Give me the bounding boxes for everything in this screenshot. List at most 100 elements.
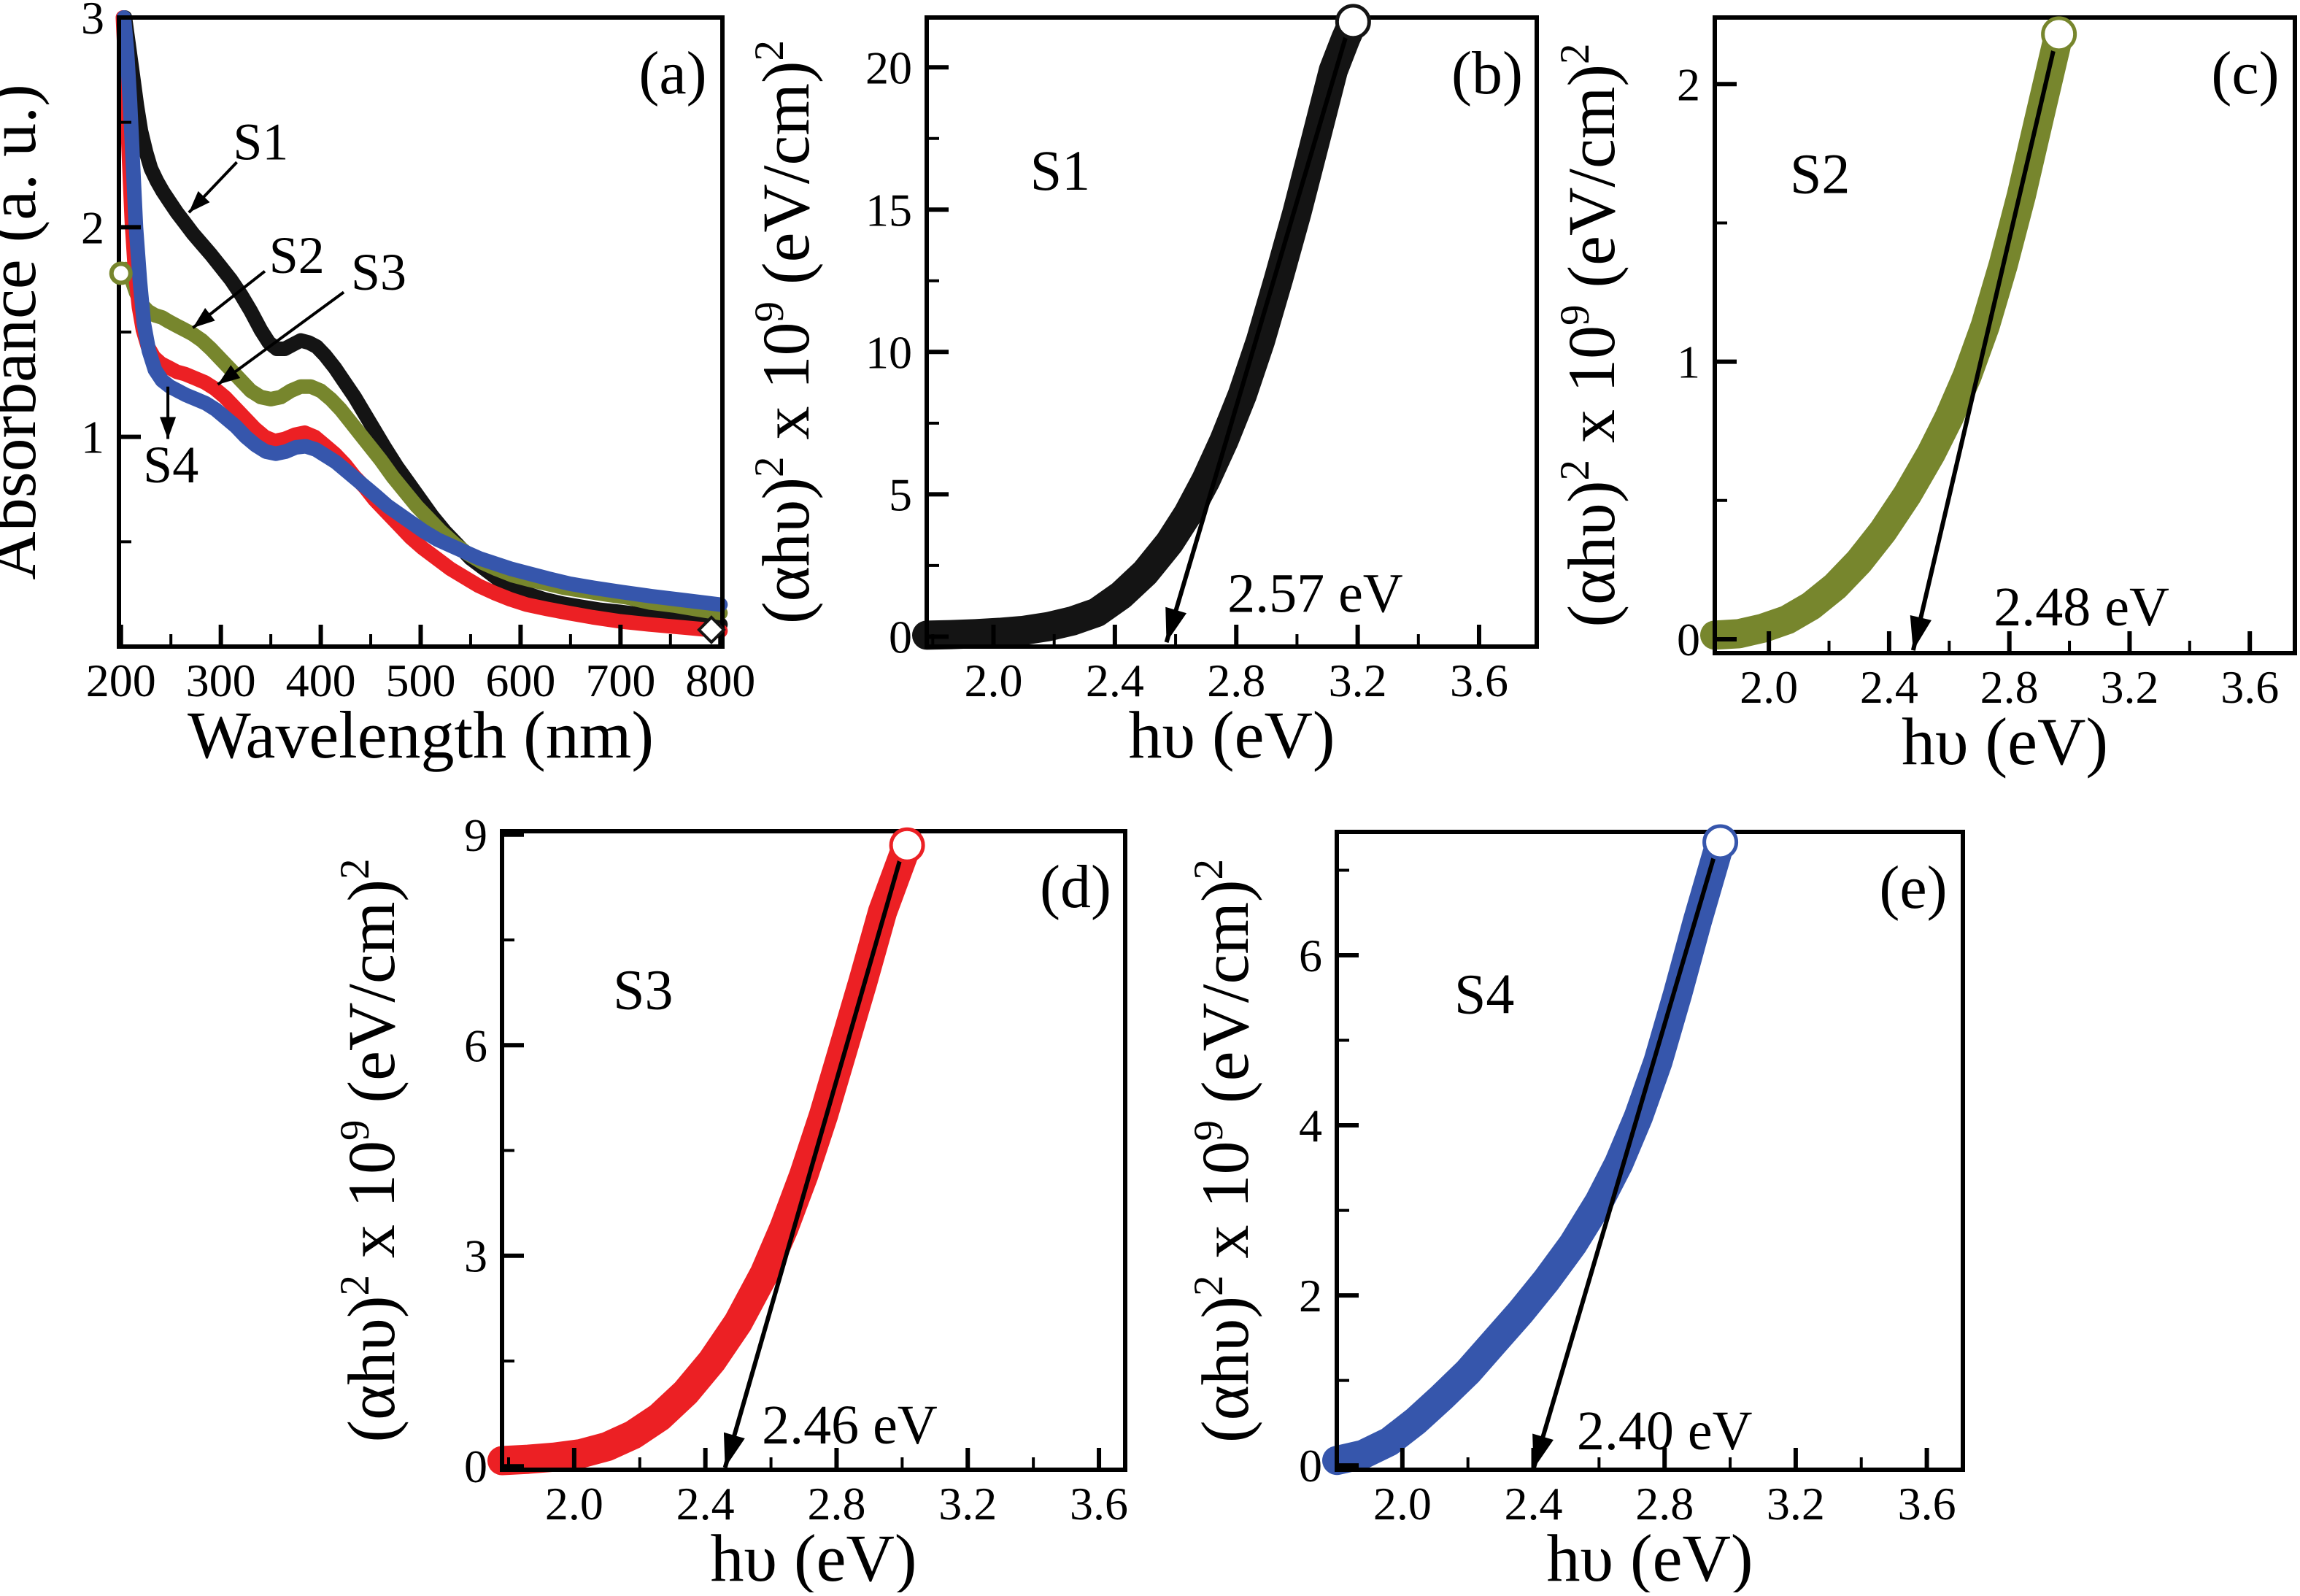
- tangent-line: [1910, 39, 2058, 651]
- y-tick-label: 0: [1677, 614, 1700, 666]
- series-S1-curve: [912, 7, 1368, 650]
- annotation-arrowhead: [217, 365, 241, 385]
- x-tick-label: 2.8: [807, 1478, 865, 1530]
- x-tick-label: 2.4: [1860, 661, 1918, 713]
- panel-c: 2.0 2.4 2.8 3.2 3.6 0 1 2 hυ (eV) (αhυ)2 x 109 (e…: [1552, 15, 2297, 779]
- x-tick-label: 2.0: [1373, 1478, 1432, 1530]
- y-tick-label: 1: [1677, 336, 1700, 388]
- bandgap-label: 2.57 eV: [1227, 563, 1403, 624]
- x-tick-label: 200: [86, 655, 156, 706]
- series-S4-end-marker: [1702, 824, 1739, 860]
- x-tick-label: 2.0: [545, 1478, 603, 1530]
- panel-letter: (b): [1451, 39, 1523, 107]
- series-S3-curve: [487, 830, 922, 1476]
- x-tick-label: 3.2: [1329, 655, 1387, 706]
- series-S1-curve: [117, 10, 728, 632]
- x-axis-title: hυ (eV): [710, 1521, 916, 1592]
- curve-annotation-S3: S3: [351, 243, 406, 301]
- tangent-arrowhead: [1165, 606, 1187, 643]
- bandgap-label: 2.46 eV: [762, 1395, 938, 1456]
- panel-d: 2.0 2.4 2.8 3.2 3.6 0 3 6 9 hυ (eV) (αhυ)2 x 109 (…: [332, 809, 1128, 1595]
- x-tick-label: 800: [685, 655, 755, 706]
- panel-a: 200 300 400 500 600 700 800 1 2 3 Wavelength (nm) A…: [0, 0, 755, 772]
- y-axis-title: Absorbance (a. u.): [0, 84, 50, 580]
- axis-frame: [1713, 15, 2297, 655]
- series-S2-marker: [109, 261, 133, 285]
- y-tick-label: 20: [865, 42, 912, 93]
- y-tick-label: 2: [1677, 58, 1700, 110]
- series-S3-marker: [697, 615, 726, 644]
- panel-letter: (a): [638, 39, 706, 107]
- axis-frame: [925, 15, 1539, 649]
- x-tick-label: 500: [386, 655, 456, 706]
- sample-label: S4: [1454, 963, 1514, 1026]
- x-tick-label: 2.8: [1980, 661, 2039, 713]
- x-axis-title: hυ (eV): [1546, 1521, 1753, 1592]
- y-tick-label: 0: [1299, 1440, 1322, 1492]
- x-tick-label: 3.2: [1767, 1478, 1825, 1530]
- y-tick-label: 3: [464, 1230, 487, 1282]
- y-tick-label: 5: [889, 469, 912, 520]
- series-S4-curve: [1322, 828, 1735, 1476]
- x-tick-label: 400: [286, 655, 356, 706]
- sample-label: S2: [1790, 142, 1850, 205]
- tangent-arrowhead: [1910, 614, 1932, 651]
- panel-letter: (d): [1040, 853, 1111, 921]
- x-tick-label: 2.0: [965, 655, 1023, 706]
- sample-label: S1: [1030, 139, 1090, 202]
- bandgap-label: 2.40 eV: [1577, 1400, 1753, 1462]
- x-axis-title: hυ (eV): [1128, 698, 1335, 772]
- panel-b: 2.0 2.4 2.8 3.2 3.6 0 5 10 15 20 hυ (eV) (αhυ)2 x 1…: [746, 4, 1539, 772]
- tangent-line: [1531, 845, 1719, 1470]
- annotation-arrowhead: [188, 190, 210, 213]
- x-tick-label: 300: [186, 655, 256, 706]
- x-tick-label: 600: [485, 655, 555, 706]
- y-axis-title: (αhυ)2 x 109 (eV/cm)2: [1552, 43, 1629, 627]
- tangent-arrowhead: [1532, 1433, 1554, 1469]
- bandgap-label: 2.48 eV: [1994, 577, 2169, 638]
- x-tick-label: 3.6: [1898, 1478, 1956, 1530]
- y-tick-label: 6: [464, 1019, 487, 1071]
- curve-annotation-S1: S1: [233, 113, 288, 171]
- series-S2-curve: [1700, 19, 2074, 650]
- y-tick-label: 0: [889, 611, 912, 663]
- series-S2-end-marker: [2041, 16, 2077, 53]
- series-S3-end-marker: [889, 827, 925, 863]
- x-tick-label: 2.4: [1505, 1478, 1563, 1530]
- x-tick-label: 3.6: [2220, 661, 2279, 713]
- curve-annotation-S2: S2: [269, 226, 325, 285]
- x-tick-label: 700: [585, 655, 655, 706]
- series-S1-end-marker: [1335, 4, 1371, 40]
- x-tick-label: 2.4: [676, 1478, 735, 1530]
- x-tick-label: 2.8: [1207, 655, 1265, 706]
- x-axis-title: hυ (eV): [1902, 704, 2108, 779]
- panel-letter: (c): [2211, 39, 2279, 107]
- curve-annotation-S4: S4: [143, 436, 198, 494]
- y-tick-label: 4: [1299, 1100, 1322, 1152]
- x-tick-label: 3.2: [938, 1478, 997, 1530]
- x-tick-label: 2.8: [1635, 1478, 1694, 1530]
- x-tick-label: 3.6: [1450, 655, 1508, 706]
- tangent-arrowhead: [723, 1432, 745, 1468]
- y-axis-title: (αhυ)2 x 109 (eV/cm)2: [332, 858, 409, 1442]
- y-tick-label: 2: [1299, 1270, 1322, 1322]
- panel-letter: (e): [1879, 854, 1947, 922]
- y-tick-label: 6: [1299, 930, 1322, 982]
- y-tick-label: 10: [865, 326, 912, 378]
- y-axis-title: (αhυ)2 x 109 (eV/cm)2: [1186, 859, 1262, 1443]
- y-tick-label: 2: [81, 201, 104, 253]
- x-tick-label: 3.2: [2100, 661, 2158, 713]
- panel-e: 2.0 2.4 2.8 3.2 3.6 0 2 4 6 hυ (eV) (αhυ)2 x 109 (…: [1186, 824, 1965, 1595]
- y-tick-label: 1: [81, 412, 104, 463]
- x-tick-label: 3.6: [1070, 1478, 1128, 1530]
- y-tick-label: 0: [464, 1441, 487, 1492]
- annotation-arrowhead: [160, 417, 177, 439]
- annotation-arrowhead: [193, 308, 215, 328]
- x-tick-label: 2.0: [1740, 661, 1798, 713]
- y-tick-label: 15: [865, 184, 912, 236]
- axis-frame: [1335, 830, 1965, 1472]
- x-tick-label: 2.4: [1086, 655, 1144, 706]
- series-S3-curve: [115, 10, 728, 639]
